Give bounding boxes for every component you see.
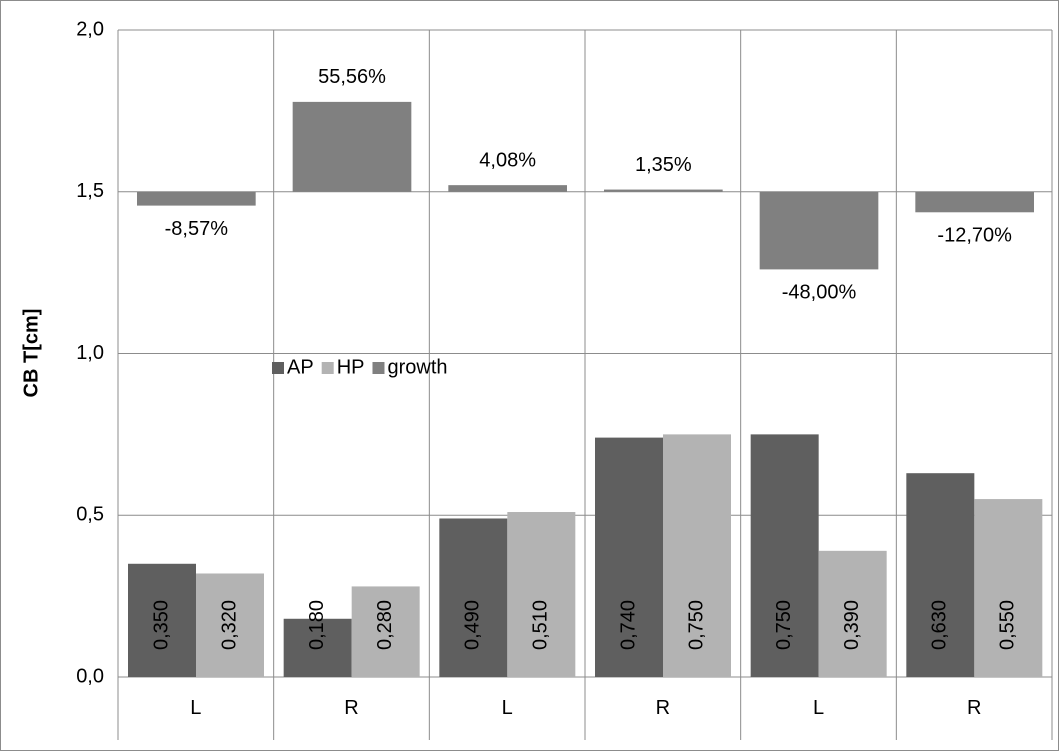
x-tick-label: R xyxy=(344,697,358,719)
bar xyxy=(128,563,196,677)
data-label: -8,57% xyxy=(165,218,229,240)
legend-label: growth xyxy=(387,356,447,378)
bar xyxy=(663,434,731,677)
data-label: 0,280 xyxy=(374,600,396,650)
x-tick-label: R xyxy=(656,697,670,719)
legend-swatch xyxy=(321,362,334,374)
y-axis-title: CB T[cm] xyxy=(20,309,42,398)
data-label: 0,510 xyxy=(530,600,552,650)
bar xyxy=(906,473,975,677)
growth-bar xyxy=(137,191,256,206)
data-label: 0,630 xyxy=(929,600,951,650)
y-tick-label: 1,0 xyxy=(76,342,104,364)
x-tick-label: L xyxy=(502,697,513,719)
bar xyxy=(974,499,1043,677)
data-label: 0,490 xyxy=(462,600,484,650)
growth-bar xyxy=(759,191,879,270)
growth-bar xyxy=(604,189,723,192)
y-tick-label: 1,5 xyxy=(76,180,104,202)
data-label: 55,56% xyxy=(318,66,386,88)
x-tick-label: L xyxy=(190,697,201,719)
data-label: 4,08% xyxy=(479,149,536,171)
legend-swatch xyxy=(372,362,385,374)
bar xyxy=(750,434,819,677)
x-tick-label: R xyxy=(967,697,981,719)
bar xyxy=(818,550,887,677)
bar xyxy=(439,518,508,677)
legend-label: AP xyxy=(287,356,314,378)
data-label: 0,350 xyxy=(150,600,172,650)
y-tick-label: 2,0 xyxy=(76,18,104,40)
growth-bar xyxy=(915,191,1034,213)
y-tick-label: 0,5 xyxy=(76,504,104,526)
bar xyxy=(283,618,352,677)
data-label: -48,00% xyxy=(782,282,857,304)
growth-bar xyxy=(448,185,567,192)
data-label: 0,180 xyxy=(306,600,328,650)
data-label: 0,550 xyxy=(997,600,1019,650)
bar xyxy=(507,512,576,677)
y-tick-label: 0,0 xyxy=(76,665,104,687)
growth-bar xyxy=(292,101,412,192)
data-label: 0,740 xyxy=(617,600,639,650)
data-label: 0,750 xyxy=(685,600,707,650)
legend-swatch xyxy=(272,362,284,374)
data-label: -12,70% xyxy=(937,225,1012,247)
data-label: 0,750 xyxy=(773,600,795,650)
bar xyxy=(595,437,663,677)
data-label: 0,320 xyxy=(218,600,240,650)
data-label: 0,390 xyxy=(841,600,863,650)
legend-label: HP xyxy=(337,356,365,378)
bar xyxy=(351,586,420,677)
data-label: 1,35% xyxy=(635,154,692,176)
x-tick-label: L xyxy=(813,697,824,719)
bar xyxy=(196,573,264,677)
